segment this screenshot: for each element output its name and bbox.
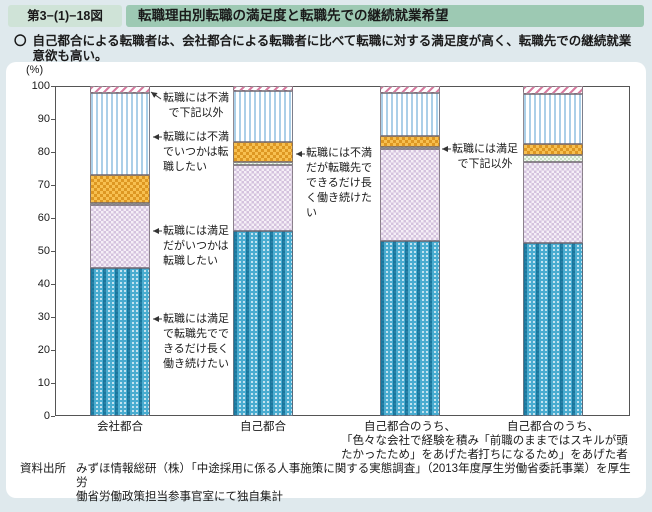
bar-segment-lblue xyxy=(233,90,293,143)
bar-segment-lblue xyxy=(523,94,583,144)
annotation-satisfied-other: 転職には満足 で下記以外 xyxy=(452,143,518,170)
bar-segment-purple xyxy=(380,148,440,242)
annotation-satisfied-stay-long: 転職には満足 で転職先でで きるだけ長く 働き続けたい xyxy=(163,313,229,370)
bar-segment-pink xyxy=(523,86,583,95)
x-axis-category-label: 自己都合 xyxy=(240,421,286,433)
bar-segment-purple xyxy=(90,204,150,268)
y-axis-tick-label: 80 xyxy=(37,146,50,158)
figure-title: 転職理由別転職の満足度と転職先での継続就業希望 xyxy=(138,8,449,23)
y-axis-tick-label: 60 xyxy=(37,212,50,224)
y-axis-tick xyxy=(51,284,55,285)
annotation-dissatisfied-stay-long: 転職には不満 だが転職先で できるだけ長 く働き続けた い xyxy=(306,147,372,219)
x-axis-category-label: 自己都合のうち、 「前職のままではスキルが頭 打ちになるため」をあげた者 xyxy=(478,421,628,461)
bar-segment-green xyxy=(90,202,150,205)
y-axis-tick xyxy=(51,251,55,252)
bar-segment-teal xyxy=(523,242,583,416)
y-axis-tick xyxy=(51,86,55,87)
bar-segment-orange xyxy=(380,135,440,148)
bar-segment-green xyxy=(523,155,583,162)
y-axis-tick xyxy=(51,152,55,153)
figure-number: 第3−(1)−18図 xyxy=(27,9,103,23)
figure-number-box: 第3−(1)−18図 xyxy=(8,5,122,27)
y-axis-tick-label: 90 xyxy=(37,113,50,125)
y-axis-tick-label: 40 xyxy=(37,278,50,290)
bar-segment-orange xyxy=(90,175,150,204)
y-axis-tick xyxy=(51,119,55,120)
stacked-bar-4 xyxy=(523,86,583,416)
bar-segment-pink xyxy=(90,86,150,93)
annotation-dissatisfied-other: 転職には不満 で下記以外 xyxy=(163,92,229,119)
summary-statement: 〇 自己都合による転職者は、会社都合による転職者に比べて転職に対する満足度が高く… xyxy=(14,34,644,64)
y-axis-tick-label: 50 xyxy=(37,245,50,257)
bar-segment-teal xyxy=(90,267,150,416)
bar-segment-teal xyxy=(380,241,440,416)
y-axis-tick-label: 100 xyxy=(31,80,50,92)
bar-segment-green xyxy=(380,146,440,149)
stacked-bar-3 xyxy=(380,86,440,416)
bar-segment-orange xyxy=(233,142,293,162)
bar-segment-orange xyxy=(523,143,583,156)
y-axis-tick xyxy=(51,383,55,384)
x-axis-category-label: 自己都合のうち、 「色々な会社で経験を積み たかったため」をあげた者 xyxy=(341,421,479,461)
bar-segment-teal xyxy=(233,231,293,416)
annotation-dissatisfied-will-change: 転職には不満 でいつかは転 職したい xyxy=(163,131,229,173)
bullet-circle-icon: 〇 xyxy=(14,34,27,48)
y-axis-tick xyxy=(51,350,55,351)
x-axis-category-label: 会社都合 xyxy=(97,421,143,433)
summary-text: 自己都合による転職者は、会社都合による転職者に比べて転職に対する満足度が高く、転… xyxy=(32,34,632,63)
source-note: 資料出所 みずほ情報総研（株）「中途採用に係る人事施策に関する実態調査」（201… xyxy=(20,462,634,504)
figure-title-bar: 転職理由別転職の満足度と転職先での継続就業希望 xyxy=(126,5,644,27)
bar-segment-purple xyxy=(233,165,293,232)
y-axis-tick xyxy=(51,218,55,219)
y-axis-tick xyxy=(51,416,55,417)
y-axis-tick-label: 20 xyxy=(37,344,50,356)
y-axis-tick-label: 0 xyxy=(43,410,50,422)
bar-segment-lblue xyxy=(90,92,150,176)
annotation-satisfied-will-change: 転職には満足 だがいつかは 転職したい xyxy=(163,225,229,267)
y-axis-tick xyxy=(51,317,55,318)
y-axis-tick-label: 70 xyxy=(37,179,50,191)
y-axis-tick xyxy=(51,185,55,186)
bar-segment-lblue xyxy=(380,92,440,136)
stacked-bar-1 xyxy=(90,86,150,416)
bar-segment-green xyxy=(233,161,293,166)
y-axis-tick-label: 30 xyxy=(37,311,50,323)
bar-segment-pink xyxy=(380,86,440,93)
source-label: 資料出所 xyxy=(20,463,66,475)
y-axis-tick-label: 10 xyxy=(37,377,50,389)
bar-segment-purple xyxy=(523,161,583,243)
source-text: みずほ情報総研（株）「中途採用に係る人事施策に関する実態調査」（2013年度厚生… xyxy=(76,463,631,503)
stacked-bar-2 xyxy=(233,86,293,416)
bar-segment-pink xyxy=(233,86,293,91)
y-axis-unit-label: (%) xyxy=(26,64,44,76)
